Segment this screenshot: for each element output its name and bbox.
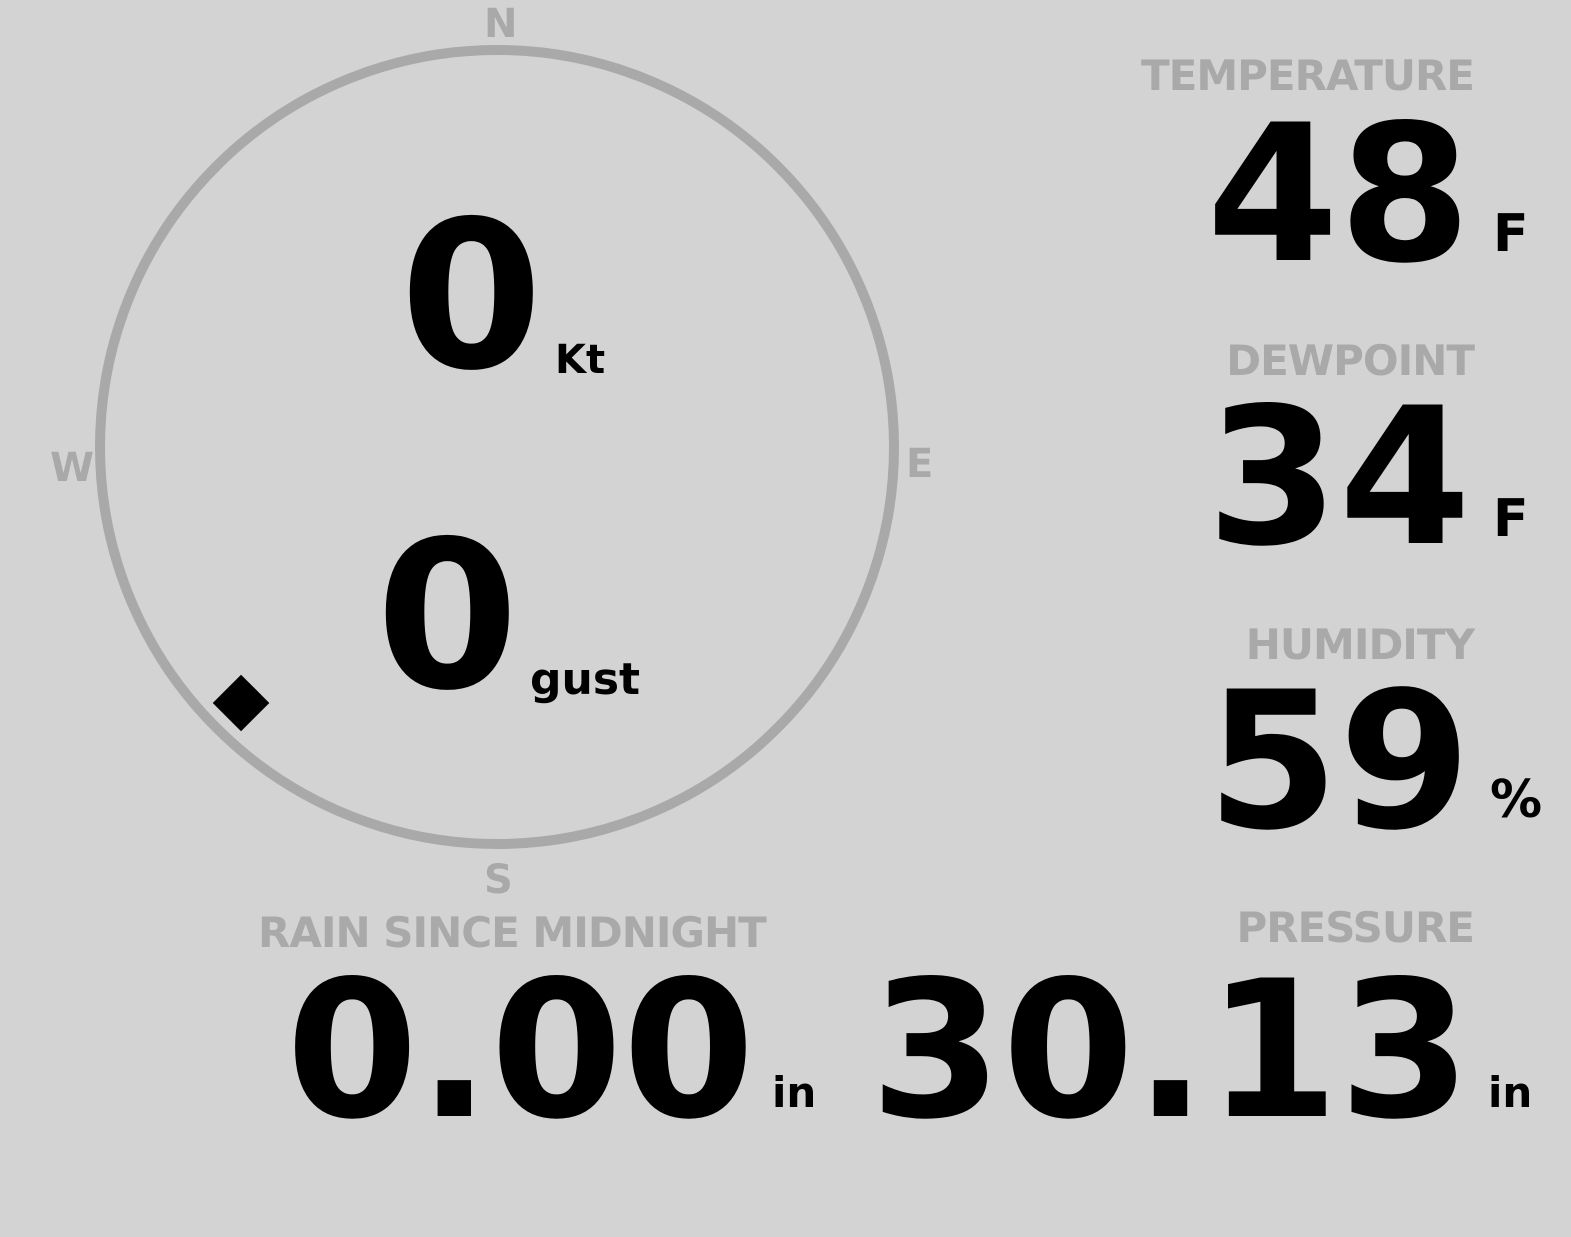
wind-speed-unit: Kt	[555, 337, 606, 383]
compass-south: S	[484, 857, 513, 903]
dewpoint-unit: F	[1493, 489, 1529, 549]
dewpoint-value: 34	[1206, 367, 1471, 588]
rain-unit: in	[772, 1068, 817, 1117]
rain-value: 0.00	[286, 940, 755, 1161]
humidity-value: 59	[1206, 651, 1471, 872]
pressure-value: 30.13	[870, 940, 1471, 1161]
wind-compass	[95, 45, 899, 849]
rain-label: RAIN SINCE MIDNIGHT	[258, 908, 767, 957]
humidity-unit: %	[1490, 770, 1543, 830]
compass-ring	[95, 45, 899, 849]
compass-north: N	[484, 1, 518, 47]
dewpoint-label: DEWPOINT	[1226, 336, 1475, 385]
wind-gust-value: 0	[376, 498, 519, 736]
wind-gust-unit: gust	[530, 654, 641, 705]
wind-speed-value: 0	[400, 178, 543, 416]
compass-west: W	[50, 445, 95, 491]
temperature-label: TEMPERATURE	[1141, 51, 1475, 100]
wind-direction-marker	[212, 674, 270, 732]
compass-east: E	[906, 441, 934, 487]
temperature-unit: F	[1493, 204, 1529, 264]
pressure-unit: in	[1488, 1068, 1533, 1117]
temperature-value: 48	[1206, 84, 1471, 305]
pressure-label: PRESSURE	[1236, 903, 1475, 952]
humidity-label: HUMIDITY	[1245, 620, 1475, 669]
